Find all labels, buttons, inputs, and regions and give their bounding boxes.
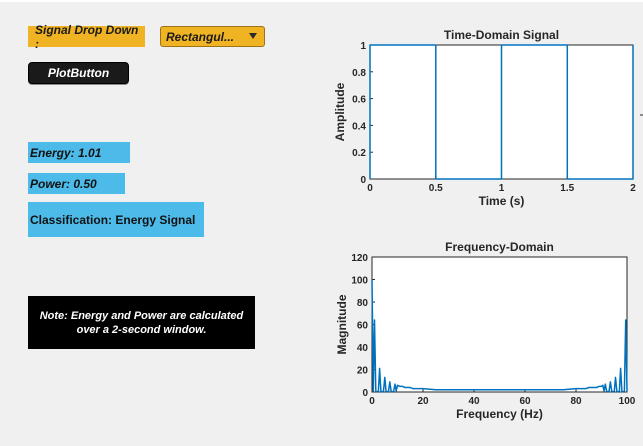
freq-x-axis-label: Frequency (Hz) — [456, 407, 543, 421]
time-series-line — [369, 44, 634, 180]
freq-y-tick-label: 100 — [351, 276, 368, 287]
time-y-tick-label: 0.8 — [352, 68, 366, 79]
time-y-tick-label: 0 — [360, 175, 366, 186]
freq-y-tick-label: 40 — [357, 343, 369, 354]
freq-x-tick-label: 60 — [519, 396, 531, 407]
time-x-tick-label: 0 — [367, 183, 373, 194]
classification-label: Classification: Energy Signal — [28, 202, 204, 237]
note-line-1: Note: Energy and Power are calculated — [39, 309, 244, 322]
freq-y-tick-label: 80 — [357, 298, 369, 309]
charts-area: Time-Domain Signal 0 0.5 1 1.5 2 0 0.2 0.4 0.6 0.8… — [318, 25, 643, 440]
freq-x-tick-label: 40 — [468, 396, 480, 407]
time-x-tick-label: 0.5 — [429, 183, 443, 194]
energy-label: Energy: 1.01 — [28, 142, 130, 163]
freq-series-line — [371, 279, 628, 393]
window-top-edge — [0, 0, 643, 2]
time-y-tick-label: 0.6 — [352, 95, 366, 106]
freq-x-tick-label: 80 — [570, 396, 582, 407]
chevron-down-icon — [249, 33, 257, 39]
freq-x-tick-label: 0 — [369, 396, 375, 407]
time-y-axis-label: Amplitude — [333, 82, 347, 141]
time-x-axis-label: Time (s) — [479, 194, 525, 208]
freq-plot-area — [371, 256, 628, 393]
freq-y-tick-label: 0 — [362, 388, 368, 399]
signal-dropdown-label: Signal Drop Down : — [28, 23, 145, 51]
plot-button[interactable]: PlotButton — [28, 62, 129, 84]
time-x-tick-label: 2 — [630, 183, 636, 194]
note-line-2: over a 2-second window. — [76, 323, 207, 336]
time-y-tick-label: 0.2 — [352, 148, 366, 159]
time-x-tick-label: 1.5 — [560, 183, 574, 194]
freq-x-tick-label: 20 — [417, 396, 429, 407]
freq-x-tick-label: 100 — [619, 396, 636, 407]
freq-y-axis-label: Magnitude — [335, 294, 349, 354]
note-box: Note: Energy and Power are calculated ov… — [28, 296, 255, 349]
time-y-tick-label: 0.4 — [352, 121, 366, 132]
freq-chart-title: Frequency-Domain — [445, 240, 554, 254]
signal-dropdown[interactable]: Rectangul... — [160, 26, 265, 47]
signal-dropdown-value: Rectangul... — [166, 29, 235, 44]
time-x-tick-label: 1 — [499, 183, 505, 194]
freq-y-tick-label: 120 — [351, 253, 368, 264]
power-label: Power: 0.50 — [28, 173, 125, 194]
time-chart-title: Time-Domain Signal — [444, 28, 559, 42]
freq-y-tick-label: 20 — [357, 366, 369, 377]
freq-y-tick-label: 60 — [357, 321, 369, 332]
time-y-tick-label: 1 — [360, 41, 366, 52]
